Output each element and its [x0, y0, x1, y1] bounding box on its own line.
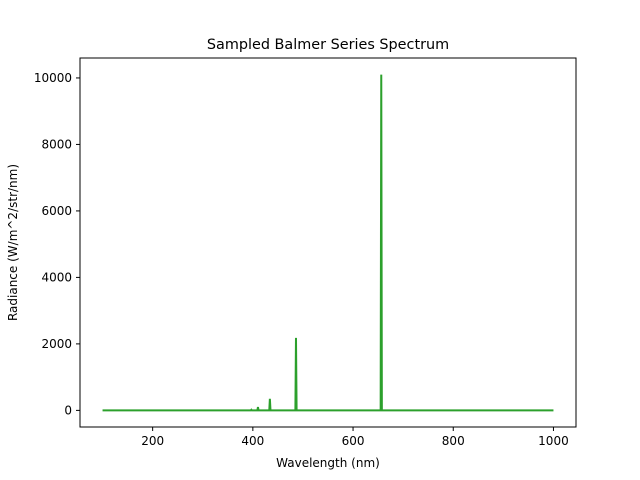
plot-frame	[79, 57, 577, 428]
x-axis-label: Wavelength (nm)	[276, 456, 380, 470]
x-tick-label: 1000	[538, 434, 569, 448]
x-axis: 200 400 600 800 1000	[141, 427, 569, 448]
chart-title: Sampled Balmer Series Spectrum	[207, 37, 449, 53]
y-tick-label: 4000	[41, 270, 72, 284]
x-tick-label: 200	[141, 434, 164, 448]
y-axis: 0 2000 4000 6000 8000 10000	[34, 71, 80, 417]
y-axis-label: Radiance (W/m^2/str/nm)	[6, 164, 20, 321]
y-tick-label: 10000	[34, 71, 72, 85]
series-line-0	[102, 74, 554, 412]
plot-area	[102, 74, 554, 412]
y-tick-label: 6000	[41, 204, 72, 218]
x-tick-label: 800	[442, 434, 465, 448]
x-tick-label: 600	[342, 434, 365, 448]
y-tick-label: 2000	[41, 337, 72, 351]
y-tick-label: 0	[64, 403, 72, 417]
x-tick-label: 400	[241, 434, 264, 448]
y-tick-label: 8000	[41, 137, 72, 151]
